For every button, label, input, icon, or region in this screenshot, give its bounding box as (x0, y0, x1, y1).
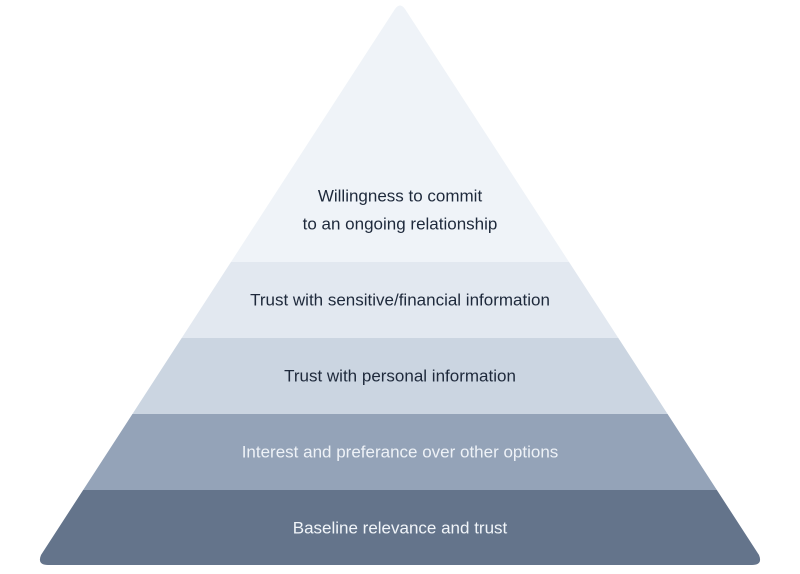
pyramid-tier-label-interest-preference: Interest and preferance over other optio… (242, 443, 559, 462)
pyramid-tier-label-baseline-relevance: Baseline relevance and trust (293, 519, 508, 538)
pyramid-tier-label-personal-info-trust: Trust with personal information (284, 367, 516, 386)
pyramid-tier-label-sensitive-financial-trust: Trust with sensitive/financial informati… (250, 291, 550, 310)
pyramid-tier-interest-preference (39, 414, 761, 490)
pyramid-tier-label-commitment-line-2: to an ongoing relationship (303, 215, 498, 234)
pyramid-tier-label-commitment-line-1: Willingness to commit (318, 187, 483, 206)
pyramid-tier-baseline-relevance (39, 490, 761, 565)
